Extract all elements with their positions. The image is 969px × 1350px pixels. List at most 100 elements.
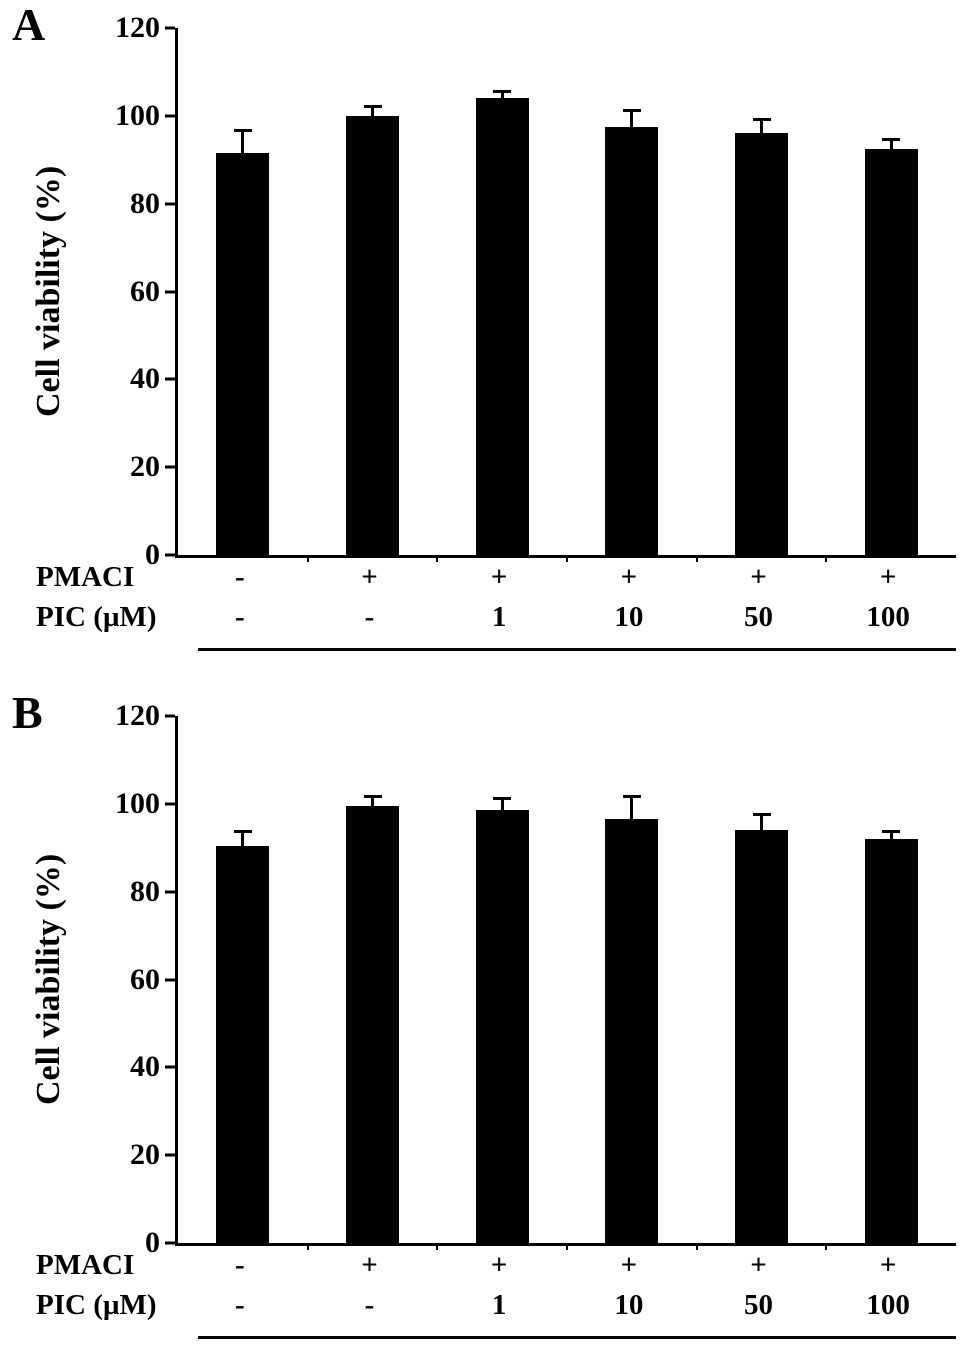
y-tick-mark — [165, 1065, 175, 1069]
y-tick-mark — [165, 1241, 175, 1245]
y-tick-mark — [165, 553, 175, 557]
condition-cell: + — [361, 561, 378, 593]
y-tick-label: 80 — [130, 186, 160, 220]
error-bar-stem — [630, 797, 634, 820]
y-tick-label: 0 — [145, 538, 160, 571]
bar — [605, 126, 659, 555]
y-tick-label: 60 — [130, 962, 160, 996]
y-tick-label: 100 — [115, 786, 160, 820]
x-tick-mark — [306, 555, 309, 562]
y-tick-mark — [165, 714, 175, 718]
bar — [864, 148, 918, 555]
error-bar-cap — [233, 129, 252, 133]
error-bar-cap — [622, 795, 641, 799]
condition-cell: + — [490, 561, 508, 593]
y-tick-mark — [165, 465, 175, 469]
y-tick-mark — [165, 1153, 175, 1157]
condition-row-values: - + + + + + — [175, 561, 953, 602]
y-tick-mark — [165, 26, 175, 30]
panel-b: B Cell viability (%) 0 20 40 60 80 100 120 PMA… — [0, 688, 969, 1350]
error-bar-cap — [363, 105, 382, 109]
y-tick-mark — [165, 202, 175, 206]
bar — [475, 98, 529, 555]
error-bar-stem — [241, 832, 245, 846]
error-bar-cap — [752, 812, 771, 816]
y-tick-mark — [165, 978, 175, 981]
y-tick-label: 60 — [130, 274, 160, 308]
x-tick-mark — [436, 555, 439, 562]
x-tick-mark — [566, 1243, 568, 1250]
condition-row-values: - - 1 10 50 100 — [175, 1289, 953, 1330]
y-axis-tick-labels: 0 20 40 60 80 100 120 — [0, 701, 160, 1258]
bar — [475, 810, 529, 1243]
error-bar-stem — [630, 111, 634, 127]
error-bar-stem — [500, 799, 504, 811]
y-tick-label: 120 — [115, 11, 160, 44]
error-bar-stem — [500, 91, 504, 99]
condition-cell: 10 — [614, 601, 644, 633]
condition-cell: 100 — [866, 1289, 910, 1321]
bottom-rule — [198, 1336, 956, 1339]
panel-a: A Cell viability (%) 0 20 40 60 80 100 120 PMA… — [0, 0, 969, 662]
condition-cell: - — [364, 601, 375, 633]
error-bar-cap — [622, 109, 641, 113]
bar — [216, 153, 270, 555]
condition-cell: 50 — [744, 601, 773, 633]
x-tick-mark — [566, 555, 568, 562]
error-bar-stem — [889, 140, 893, 149]
condition-cell: + — [361, 1249, 378, 1281]
y-tick-label: 20 — [130, 1138, 160, 1172]
condition-row: PMACI - + + + + + — [0, 1248, 953, 1288]
y-tick-mark — [165, 802, 175, 806]
error-bar-stem — [241, 131, 245, 154]
error-bar-stem — [760, 120, 763, 134]
condition-row: PIC (µM) - - 1 10 50 100 — [0, 600, 953, 640]
condition-row-values: - - 1 10 50 100 — [175, 601, 953, 642]
condition-cell: 1 — [491, 1289, 507, 1321]
condition-cell: - — [234, 561, 245, 593]
condition-cell: + — [490, 1249, 508, 1281]
condition-cell: + — [750, 561, 767, 593]
x-tick-mark — [695, 1243, 698, 1250]
bar — [735, 133, 788, 555]
y-tick-mark — [165, 290, 175, 293]
bar — [216, 845, 270, 1243]
x-tick-mark — [695, 555, 698, 562]
x-tick-mark — [436, 1243, 439, 1250]
bar — [864, 838, 918, 1243]
error-bar-stem — [371, 107, 374, 116]
plot-area — [165, 26, 956, 562]
condition-cell: 100 — [866, 601, 910, 633]
condition-row-label: PMACI — [36, 1249, 135, 1281]
error-bar-cap — [752, 118, 771, 122]
x-tick-mark — [825, 1243, 828, 1250]
y-axis-tick-labels: 0 20 40 60 80 100 120 — [0, 13, 160, 570]
error-bar-cap — [493, 797, 512, 801]
bar — [346, 115, 399, 555]
bar — [346, 806, 399, 1243]
panel-b-label: B — [12, 687, 43, 738]
condition-row-label: PMACI — [36, 561, 135, 593]
y-tick-mark — [165, 890, 175, 894]
y-tick-label: 120 — [115, 699, 160, 732]
condition-row-values: - + + + + + — [175, 1249, 953, 1290]
condition-cell: - — [364, 1289, 375, 1321]
y-tick-label: 40 — [130, 362, 160, 396]
condition-cell: 50 — [744, 1289, 773, 1321]
error-bar-stem — [889, 832, 893, 839]
panel-a-label: A — [12, 0, 46, 50]
y-tick-label: 40 — [130, 1050, 160, 1084]
condition-cell: - — [234, 1289, 245, 1321]
y-tick-label: 0 — [145, 1226, 160, 1259]
error-bar-cap — [882, 138, 901, 141]
condition-cell: + — [620, 1249, 638, 1281]
condition-row: PMACI - + + + + + — [0, 560, 953, 600]
condition-cell: + — [750, 1249, 767, 1281]
y-tick-mark — [165, 377, 175, 381]
y-tick-label: 20 — [130, 450, 160, 484]
condition-cell: 10 — [614, 1289, 644, 1321]
condition-cell: + — [620, 561, 638, 593]
bar — [605, 819, 659, 1243]
condition-cell: + — [879, 1249, 897, 1281]
error-bar-cap — [882, 830, 901, 834]
